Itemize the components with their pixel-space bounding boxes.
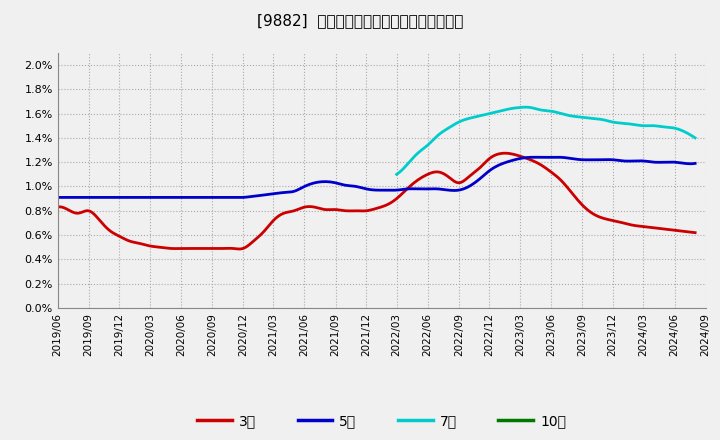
- Text: [9882]  経常利益マージンの標準偏差の推移: [9882] 経常利益マージンの標準偏差の推移: [257, 13, 463, 28]
- Legend: 3年, 5年, 7年, 10年: 3年, 5年, 7年, 10年: [192, 409, 572, 434]
